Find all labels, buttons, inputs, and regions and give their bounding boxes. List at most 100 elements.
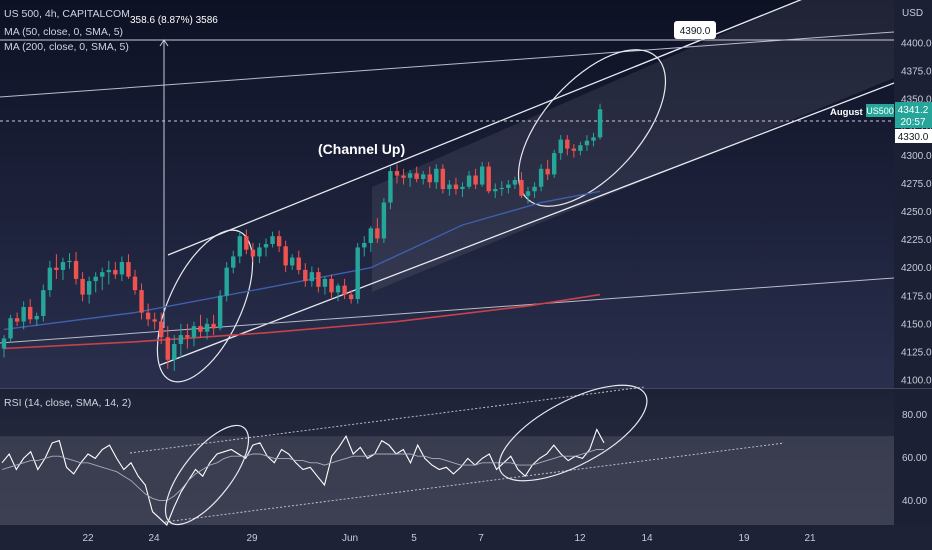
candle[interactable]: [558, 135, 563, 160]
candle[interactable]: [8, 314, 13, 343]
candle[interactable]: [584, 135, 590, 151]
candle[interactable]: [198, 314, 203, 338]
candle[interactable]: [250, 242, 256, 263]
candle[interactable]: [132, 269, 138, 295]
candle[interactable]: [525, 186, 531, 204]
candle[interactable]: [290, 254, 295, 270]
candle[interactable]: [329, 274, 334, 300]
candle[interactable]: [244, 229, 249, 255]
channel-lower-line[interactable]: [159, 82, 895, 366]
candle[interactable]: [597, 103, 603, 140]
candle[interactable]: [565, 135, 570, 156]
candle[interactable]: [224, 262, 229, 302]
candle[interactable]: [394, 164, 400, 184]
candle[interactable]: [466, 171, 472, 190]
rsi-lower-trendline[interactable]: [164, 442, 785, 523]
level-price-tag[interactable]: [895, 129, 932, 143]
candle[interactable]: [119, 256, 125, 282]
candle[interactable]: [303, 263, 308, 287]
candle[interactable]: [211, 314, 216, 336]
candle[interactable]: [473, 168, 478, 190]
candle[interactable]: [440, 164, 446, 194]
candle[interactable]: [106, 260, 111, 285]
candle[interactable]: [100, 267, 105, 291]
candle[interactable]: [322, 276, 328, 295]
rsi-ellipse-left[interactable]: [151, 413, 263, 537]
candle[interactable]: [67, 253, 72, 269]
candle[interactable]: [368, 226, 373, 252]
candle[interactable]: [335, 283, 341, 302]
candle[interactable]: [73, 251, 79, 285]
candle[interactable]: [86, 276, 92, 304]
candle[interactable]: [493, 183, 498, 199]
candle[interactable]: [185, 323, 190, 349]
candle[interactable]: [362, 236, 367, 257]
candle[interactable]: [113, 262, 118, 279]
candle[interactable]: [204, 318, 210, 340]
candle[interactable]: [139, 283, 144, 320]
candle[interactable]: [165, 326, 170, 369]
candle[interactable]: [152, 312, 157, 330]
candle[interactable]: [257, 242, 262, 264]
candle[interactable]: [407, 169, 413, 187]
candle[interactable]: [276, 230, 282, 252]
candle[interactable]: [191, 321, 197, 347]
candle[interactable]: [217, 290, 223, 331]
target-price-callout[interactable]: [674, 21, 716, 39]
candle[interactable]: [231, 250, 236, 274]
candle[interactable]: [14, 312, 20, 327]
candle[interactable]: [545, 159, 550, 181]
candle[interactable]: [41, 284, 46, 322]
candle[interactable]: [434, 164, 439, 190]
candle[interactable]: [263, 238, 269, 257]
candle[interactable]: [532, 182, 537, 199]
candle[interactable]: [414, 166, 419, 183]
candle[interactable]: [506, 180, 511, 194]
candle[interactable]: [571, 144, 577, 158]
ma200-line[interactable]: [3, 293, 601, 350]
candle[interactable]: [126, 254, 131, 279]
candle[interactable]: [578, 141, 583, 156]
candle[interactable]: [1, 335, 7, 358]
last-price-tag[interactable]: [895, 102, 932, 128]
candle[interactable]: [479, 162, 485, 187]
candle[interactable]: [270, 231, 275, 248]
long-lower-trendline[interactable]: [0, 277, 895, 344]
candle[interactable]: [296, 250, 301, 275]
candle[interactable]: [388, 166, 393, 210]
ma50-line[interactable]: [3, 190, 601, 331]
candle[interactable]: [309, 266, 315, 287]
candle[interactable]: [60, 257, 66, 281]
candle[interactable]: [401, 168, 406, 185]
candle[interactable]: [28, 299, 33, 324]
candle[interactable]: [80, 272, 85, 302]
candle[interactable]: [499, 181, 504, 196]
candle[interactable]: [93, 272, 98, 293]
candle[interactable]: [591, 132, 596, 147]
candle[interactable]: [427, 166, 432, 188]
candle[interactable]: [381, 198, 387, 243]
pattern-ellipse-left[interactable]: [138, 216, 273, 395]
candle[interactable]: [453, 177, 459, 195]
candle[interactable]: [316, 267, 321, 293]
rsi-ellipse-right[interactable]: [486, 366, 661, 500]
candle[interactable]: [375, 218, 380, 243]
candle[interactable]: [145, 303, 151, 327]
candle[interactable]: [178, 323, 184, 358]
candle[interactable]: [486, 162, 491, 194]
candle[interactable]: [54, 254, 59, 279]
candle[interactable]: [460, 182, 465, 197]
rsi-ma-line[interactable]: [1, 449, 604, 502]
candle[interactable]: [47, 260, 53, 297]
candle[interactable]: [237, 231, 242, 264]
candle[interactable]: [355, 242, 360, 304]
candle[interactable]: [348, 290, 354, 304]
candle[interactable]: [342, 278, 347, 300]
candle[interactable]: [159, 312, 164, 345]
long-upper-trendline[interactable]: [0, 31, 895, 98]
candle[interactable]: [538, 164, 544, 192]
candle[interactable]: [21, 301, 26, 330]
candle[interactable]: [519, 172, 524, 199]
candle[interactable]: [512, 176, 518, 190]
